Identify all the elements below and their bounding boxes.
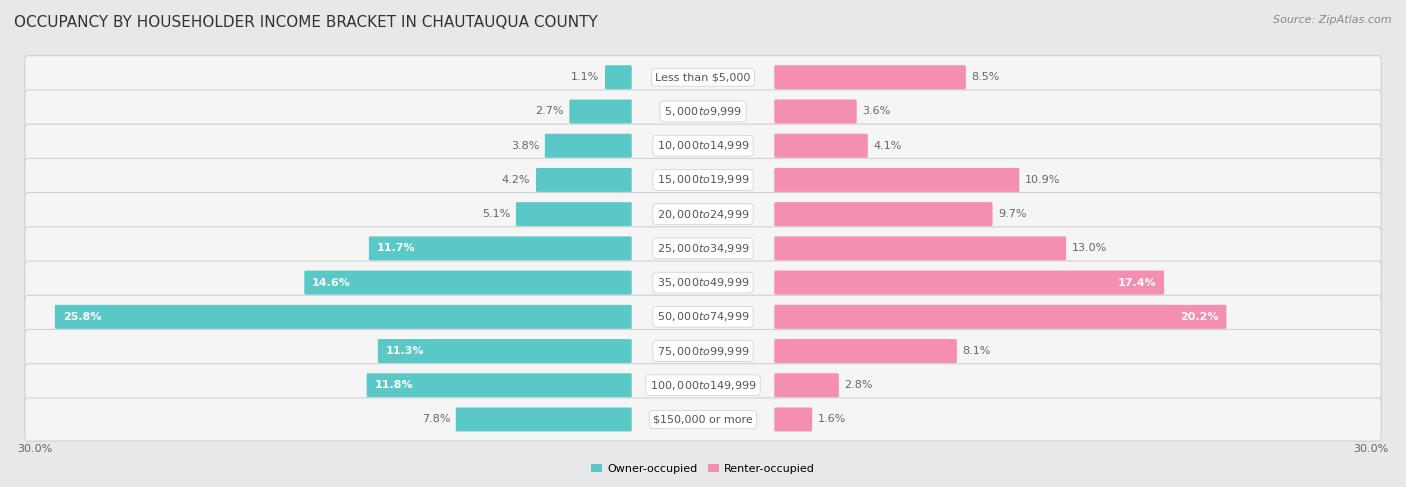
Text: $50,000 to $74,999: $50,000 to $74,999 (657, 310, 749, 323)
FancyBboxPatch shape (605, 65, 631, 89)
FancyBboxPatch shape (367, 373, 631, 397)
FancyBboxPatch shape (775, 408, 813, 431)
Text: 2.7%: 2.7% (536, 107, 564, 116)
Text: 10.9%: 10.9% (1025, 175, 1060, 185)
FancyBboxPatch shape (25, 330, 1381, 373)
Text: 5.1%: 5.1% (482, 209, 510, 219)
FancyBboxPatch shape (516, 202, 631, 226)
Text: 3.6%: 3.6% (862, 107, 890, 116)
Text: 13.0%: 13.0% (1071, 244, 1107, 253)
Text: 11.7%: 11.7% (377, 244, 415, 253)
Text: $100,000 to $149,999: $100,000 to $149,999 (650, 379, 756, 392)
FancyBboxPatch shape (775, 339, 957, 363)
Text: $5,000 to $9,999: $5,000 to $9,999 (664, 105, 742, 118)
FancyBboxPatch shape (378, 339, 631, 363)
FancyBboxPatch shape (456, 408, 631, 431)
Text: 4.1%: 4.1% (873, 141, 901, 150)
FancyBboxPatch shape (775, 168, 1019, 192)
Text: 1.6%: 1.6% (818, 414, 846, 425)
Text: 25.8%: 25.8% (63, 312, 101, 322)
Text: 1.1%: 1.1% (571, 72, 599, 82)
Text: $25,000 to $34,999: $25,000 to $34,999 (657, 242, 749, 255)
Text: $20,000 to $24,999: $20,000 to $24,999 (657, 207, 749, 221)
FancyBboxPatch shape (25, 90, 1381, 133)
Text: 8.1%: 8.1% (963, 346, 991, 356)
Legend: Owner-occupied, Renter-occupied: Owner-occupied, Renter-occupied (586, 459, 820, 478)
Text: 4.2%: 4.2% (502, 175, 530, 185)
Text: 2.8%: 2.8% (845, 380, 873, 390)
FancyBboxPatch shape (368, 236, 631, 261)
Text: 8.5%: 8.5% (972, 72, 1000, 82)
Text: $35,000 to $49,999: $35,000 to $49,999 (657, 276, 749, 289)
Text: OCCUPANCY BY HOUSEHOLDER INCOME BRACKET IN CHAUTAUQUA COUNTY: OCCUPANCY BY HOUSEHOLDER INCOME BRACKET … (14, 15, 598, 30)
Text: $15,000 to $19,999: $15,000 to $19,999 (657, 173, 749, 187)
FancyBboxPatch shape (775, 236, 1066, 261)
FancyBboxPatch shape (25, 56, 1381, 99)
FancyBboxPatch shape (25, 261, 1381, 304)
Text: 7.8%: 7.8% (422, 414, 450, 425)
Text: Source: ZipAtlas.com: Source: ZipAtlas.com (1274, 15, 1392, 25)
FancyBboxPatch shape (25, 158, 1381, 202)
Text: 11.3%: 11.3% (385, 346, 425, 356)
Text: 11.8%: 11.8% (374, 380, 413, 390)
Text: 14.6%: 14.6% (312, 278, 352, 288)
Text: $10,000 to $14,999: $10,000 to $14,999 (657, 139, 749, 152)
FancyBboxPatch shape (775, 271, 1164, 295)
FancyBboxPatch shape (25, 295, 1381, 338)
FancyBboxPatch shape (25, 364, 1381, 407)
FancyBboxPatch shape (25, 398, 1381, 441)
FancyBboxPatch shape (25, 227, 1381, 270)
FancyBboxPatch shape (55, 305, 631, 329)
FancyBboxPatch shape (536, 168, 631, 192)
FancyBboxPatch shape (775, 373, 839, 397)
Text: $75,000 to $99,999: $75,000 to $99,999 (657, 344, 749, 357)
Text: 3.8%: 3.8% (510, 141, 540, 150)
Text: $150,000 or more: $150,000 or more (654, 414, 752, 425)
FancyBboxPatch shape (775, 202, 993, 226)
Text: Less than $5,000: Less than $5,000 (655, 72, 751, 82)
FancyBboxPatch shape (304, 271, 631, 295)
Text: 9.7%: 9.7% (998, 209, 1026, 219)
FancyBboxPatch shape (775, 134, 868, 158)
FancyBboxPatch shape (569, 99, 631, 124)
FancyBboxPatch shape (775, 65, 966, 89)
FancyBboxPatch shape (25, 124, 1381, 167)
Text: 20.2%: 20.2% (1180, 312, 1219, 322)
FancyBboxPatch shape (775, 305, 1226, 329)
FancyBboxPatch shape (25, 192, 1381, 236)
Text: 17.4%: 17.4% (1118, 278, 1156, 288)
FancyBboxPatch shape (775, 99, 856, 124)
FancyBboxPatch shape (546, 134, 631, 158)
